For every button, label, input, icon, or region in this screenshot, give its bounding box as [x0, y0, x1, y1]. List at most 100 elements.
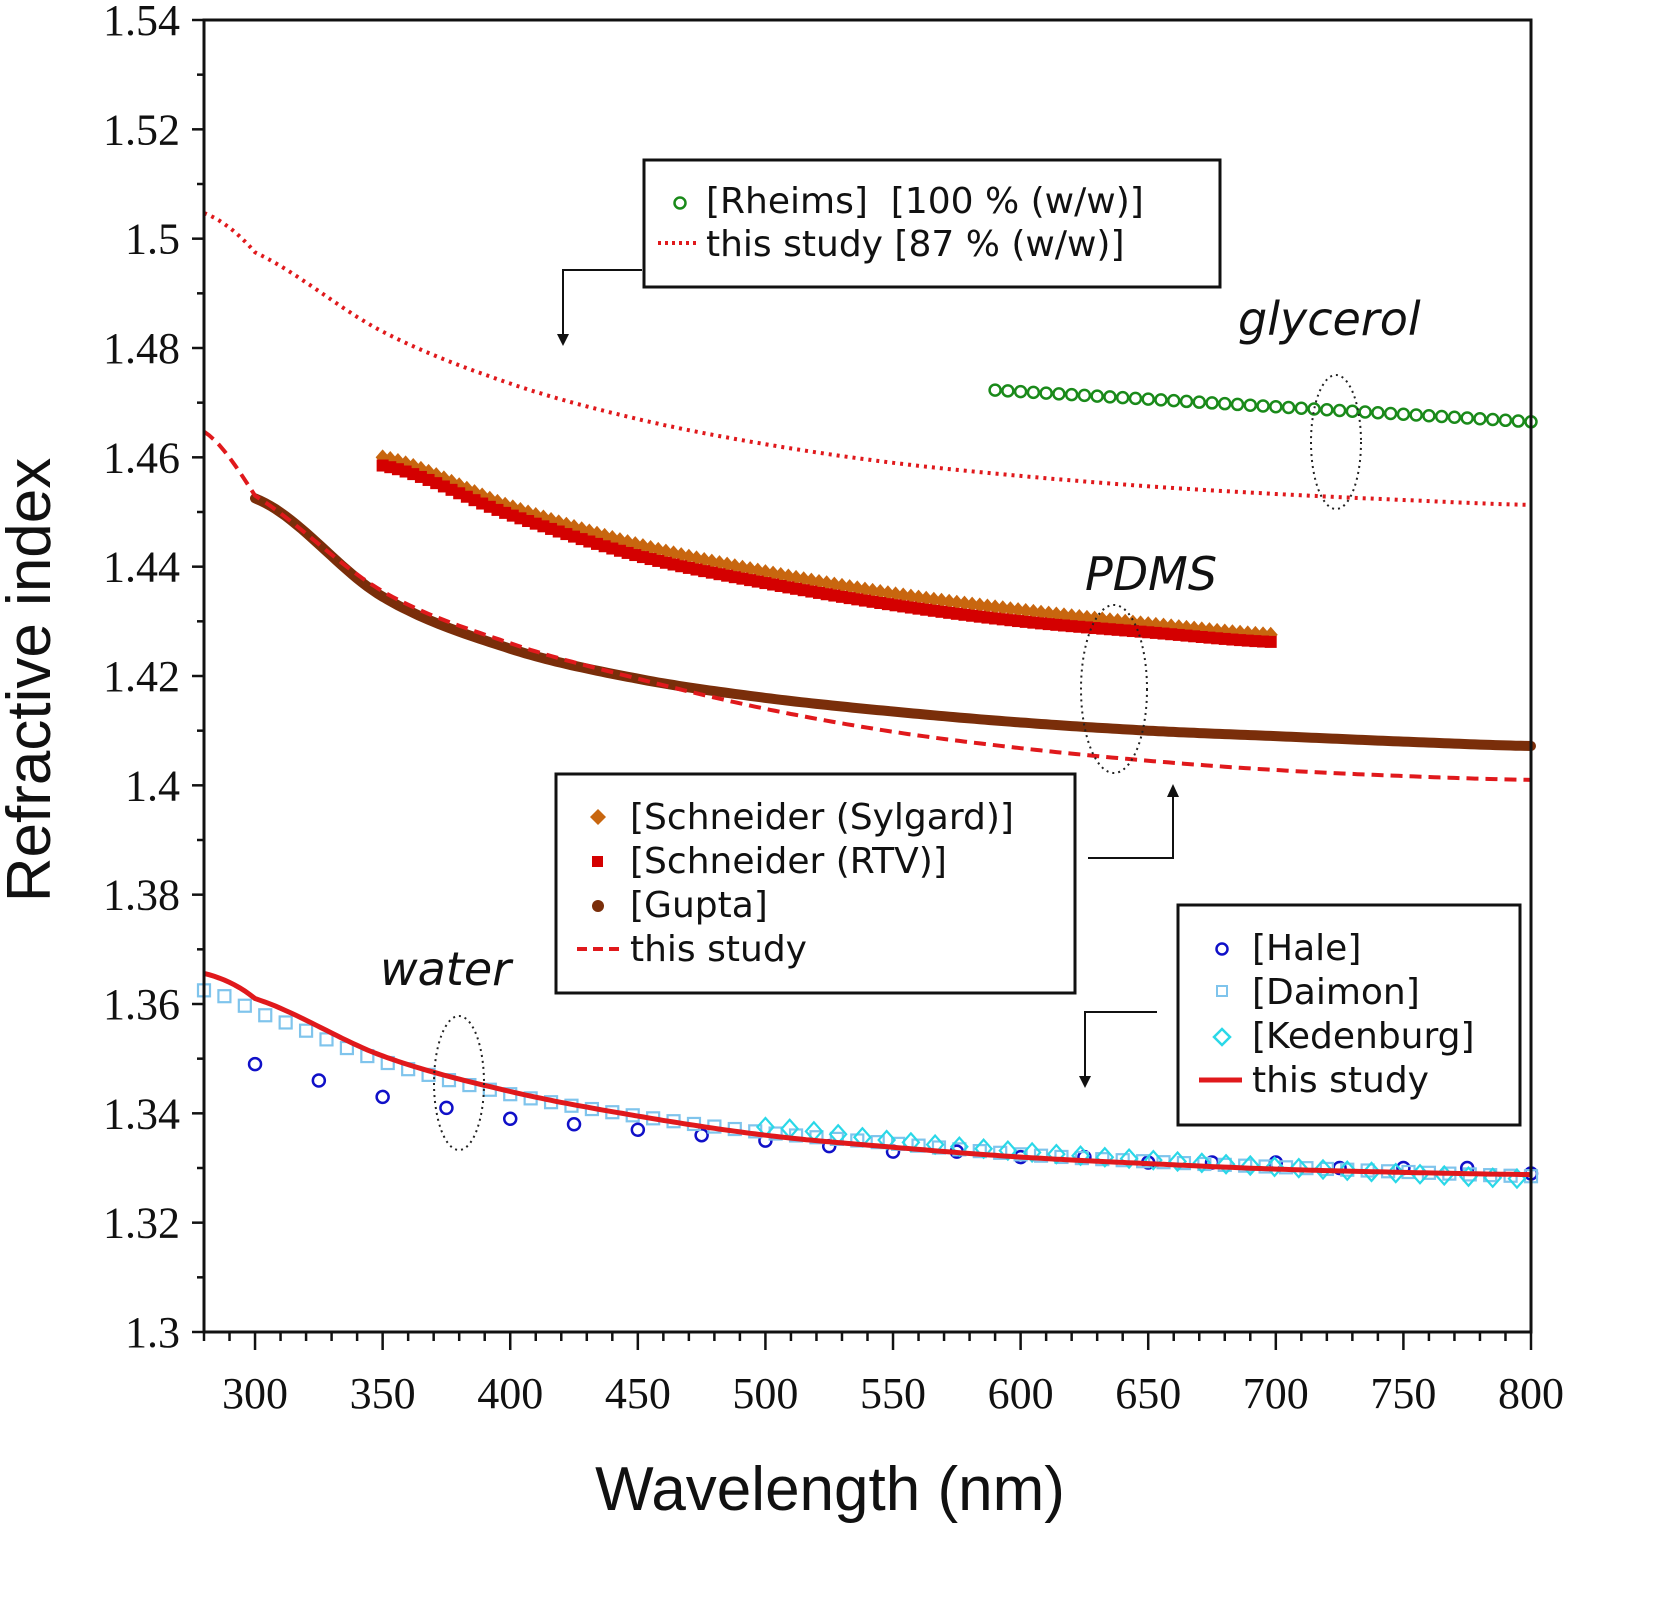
y-tick-label: 1.38 [103, 871, 180, 920]
data-point [1013, 384, 1028, 399]
data-point [1026, 385, 1041, 400]
data-point [901, 1131, 921, 1154]
legend-label: [Rheims] [100 % (w/w)] [706, 181, 1144, 222]
data-point [1371, 405, 1385, 420]
data-point [237, 998, 252, 1013]
pdms-legend-connector [1088, 784, 1179, 859]
series-rheims-glycerol-100-w-w [988, 383, 1538, 429]
y-tick-label: 1.4 [125, 761, 180, 810]
annotation-water: water [380, 942, 514, 996]
data-point [1192, 1152, 1212, 1174]
data-point [258, 1008, 273, 1023]
legend-frame [554, 772, 1077, 995]
legend-marker-diamond-filled-icon [590, 809, 606, 825]
data-point [974, 1138, 994, 1160]
data-point [1307, 402, 1321, 416]
data-point [1243, 398, 1258, 412]
data-point [1216, 1153, 1236, 1175]
data-point [1483, 1167, 1503, 1189]
legend-marker-square-open-icon [1216, 985, 1228, 997]
y-tick-label: 1.48 [103, 324, 180, 373]
y-tick-label: 1.5 [125, 215, 180, 264]
data-point [483, 500, 496, 513]
data-point [278, 1015, 293, 1030]
data-point [1022, 1141, 1042, 1164]
connector-line [1084, 1011, 1157, 1080]
legend-marker-circle-open-icon [1215, 942, 1229, 956]
annotation-glycerol: glycerol [1238, 292, 1421, 346]
data-point [1473, 412, 1487, 426]
data-point [1179, 394, 1194, 409]
water-group-ellipse [433, 1015, 485, 1151]
y-tick-label: 1.46 [103, 433, 180, 482]
data-point [1128, 391, 1143, 406]
series-line [202, 429, 1532, 782]
data-point [1119, 1147, 1139, 1170]
data-point [1046, 1143, 1066, 1165]
data-point [1192, 395, 1206, 409]
data-point [1498, 413, 1513, 428]
y-axis-ticks: 1.3 1.32 1.34 1.36 1.38 1.4 1.42 1.44 1.46 1.48 1.… [103, 0, 204, 1357]
data-point [1218, 396, 1232, 411]
legend-marker-circle-filled-icon [592, 900, 604, 912]
data-point [1337, 1160, 1357, 1182]
legend-frame [1176, 903, 1522, 1127]
water-legend-connector [1079, 1011, 1157, 1088]
water-legend: [Hale] [Daimon] [Kedenburg] this study [1176, 903, 1522, 1127]
data-point [1511, 414, 1525, 428]
x-axis-ticks: 300 350 400 450 500 550 600 650 700 750 800 [202, 1332, 1564, 1418]
x-tick-label: 550 [860, 1369, 926, 1418]
x-tick-label: 350 [350, 1369, 416, 1418]
y-tick-label: 1.32 [103, 1199, 180, 1248]
x-tick-label: 800 [1498, 1369, 1564, 1418]
data-point [1077, 388, 1092, 403]
arrow-down-icon [1079, 1076, 1091, 1088]
x-tick-label: 500 [732, 1369, 798, 1418]
y-tick-label: 1.42 [103, 652, 180, 701]
pdms-group-ellipse [1080, 604, 1148, 774]
legend-label: [Schneider (Sylgard)] [630, 797, 1014, 838]
data-point [1362, 1161, 1381, 1183]
data-point [1168, 1150, 1188, 1173]
data-point [1383, 406, 1398, 421]
data-point [1230, 397, 1245, 412]
group-ellipses [433, 374, 1362, 1151]
data-point [1071, 1145, 1091, 1167]
legend-marker-circle-open-icon [673, 196, 687, 210]
y-tick-label: 1.54 [103, 0, 180, 45]
data-point [499, 506, 512, 519]
data-point [1103, 390, 1117, 404]
data-point [1320, 402, 1334, 417]
data-point [1039, 386, 1053, 400]
data-point [1264, 635, 1277, 648]
arrow-up-icon [1167, 784, 1179, 797]
data-point [217, 989, 232, 1004]
connector-line [562, 269, 642, 338]
series-this-study-pdms [202, 429, 1532, 782]
y-axis-title: Refractive index [0, 458, 64, 903]
data-point [1332, 403, 1347, 418]
data-point [1485, 412, 1500, 427]
legend-label: [Schneider (RTV)] [630, 841, 947, 882]
data-point [1095, 1146, 1115, 1168]
data-point [949, 1136, 969, 1158]
data-point [1240, 1154, 1260, 1177]
data-point [1281, 400, 1296, 415]
data-point [502, 1111, 518, 1127]
y-tick-label: 1.44 [103, 543, 180, 592]
data-point [925, 1133, 945, 1156]
data-point [1001, 384, 1015, 398]
x-tick-label: 300 [222, 1369, 288, 1418]
x-tick-label: 750 [1370, 1369, 1436, 1418]
data-point [1143, 1149, 1163, 1171]
data-point [1064, 387, 1079, 402]
legend-label: [Kedenburg] [1252, 1016, 1475, 1057]
x-tick-label: 400 [477, 1369, 543, 1418]
x-tick-label: 700 [1243, 1369, 1309, 1418]
data-point [694, 1127, 709, 1143]
legend-label: [Hale] [1252, 928, 1361, 969]
data-point [319, 1032, 334, 1047]
series-gupta [250, 493, 1536, 751]
y-tick-label: 1.36 [103, 980, 180, 1029]
legend-marker-diamond-open-icon [1212, 1027, 1232, 1047]
